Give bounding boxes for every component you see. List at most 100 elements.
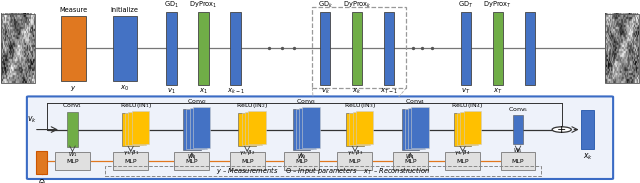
FancyBboxPatch shape (174, 152, 209, 170)
Text: $x_{k-1}$: $x_{k-1}$ (227, 87, 244, 96)
Text: MLP: MLP (456, 159, 469, 164)
Bar (513, 115, 524, 144)
Bar (61, 16, 86, 81)
Bar (463, 111, 481, 144)
Text: ReLU(IN$_2$): ReLU(IN$_2$) (236, 101, 268, 110)
Bar (404, 109, 422, 149)
Bar (239, 113, 256, 146)
Text: $W_2$: $W_2$ (187, 152, 196, 161)
FancyBboxPatch shape (445, 152, 480, 170)
Text: MLP: MLP (349, 159, 361, 164)
Bar (122, 113, 140, 146)
Bar (349, 113, 367, 145)
Bar (198, 12, 209, 85)
Bar (36, 151, 47, 173)
Bar (129, 112, 146, 145)
Bar (186, 109, 204, 149)
Bar (408, 108, 426, 149)
Bar (302, 107, 320, 148)
Text: GD$_k$: GD$_k$ (317, 0, 333, 10)
Text: DyProx$_T$: DyProx$_T$ (483, 0, 513, 10)
Bar (125, 113, 143, 145)
Text: $v_k$: $v_k$ (27, 115, 37, 125)
Text: ReLU(IN$_3$): ReLU(IN$_3$) (344, 101, 376, 110)
Bar (67, 112, 77, 147)
Text: $v_T$: $v_T$ (461, 87, 470, 96)
Bar (582, 110, 595, 149)
FancyBboxPatch shape (230, 152, 265, 170)
Text: ReLU(IN$_4$): ReLU(IN$_4$) (451, 101, 483, 110)
Bar (183, 109, 200, 150)
Text: Initialize: Initialize (111, 7, 139, 13)
Bar (242, 113, 259, 145)
Text: $x_T$: $x_T$ (493, 87, 503, 96)
Text: ReLU(IN$_1$): ReLU(IN$_1$) (120, 101, 152, 110)
Bar (401, 109, 419, 150)
Text: $W_5$: $W_5$ (513, 146, 523, 155)
Text: $W_4$: $W_4$ (405, 152, 415, 161)
Text: $W_1$: $W_1$ (68, 150, 77, 159)
Text: DyProx$_1$: DyProx$_1$ (189, 0, 218, 10)
Bar (193, 107, 210, 148)
Text: MLP: MLP (186, 159, 198, 164)
Text: $x_1$: $x_1$ (199, 87, 208, 96)
Bar (461, 12, 471, 85)
Text: $x_k$: $x_k$ (583, 152, 593, 162)
Bar (299, 108, 317, 149)
Text: DyProx$_k$: DyProx$_k$ (343, 0, 371, 10)
Bar (352, 12, 362, 85)
Text: $\gamma_3, \beta_3$: $\gamma_3, \beta_3$ (347, 148, 363, 157)
FancyBboxPatch shape (337, 152, 372, 170)
Bar (230, 12, 241, 85)
Text: GD$_1$: GD$_1$ (164, 0, 179, 10)
FancyBboxPatch shape (113, 152, 148, 170)
Bar (411, 107, 429, 148)
Text: MLP: MLP (295, 159, 308, 164)
Text: $x_k$: $x_k$ (353, 87, 362, 96)
Text: $\gamma_1, \beta_1$: $\gamma_1, \beta_1$ (123, 148, 139, 157)
Text: $W_3$: $W_3$ (296, 152, 306, 161)
Text: $x_{T-1}$: $x_{T-1}$ (380, 87, 398, 96)
Bar (525, 12, 535, 85)
Text: Conv$_5$: Conv$_5$ (508, 105, 528, 114)
FancyBboxPatch shape (393, 152, 428, 170)
Bar (356, 111, 373, 144)
Text: GD$_T$: GD$_T$ (458, 0, 474, 10)
Text: MLP: MLP (512, 159, 524, 164)
Text: MLP: MLP (404, 159, 417, 164)
FancyBboxPatch shape (284, 152, 319, 170)
Text: Measure: Measure (60, 7, 88, 13)
Bar (346, 113, 364, 146)
Text: $v_k$: $v_k$ (321, 87, 330, 96)
Text: $\gamma_2, \beta_2$: $\gamma_2, \beta_2$ (239, 148, 255, 157)
Text: $y$: $y$ (70, 84, 77, 93)
Bar (292, 109, 310, 150)
Bar (132, 111, 149, 144)
Bar (493, 12, 503, 85)
Bar (248, 111, 266, 144)
Text: MLP: MLP (66, 159, 79, 164)
Bar (384, 12, 394, 85)
Bar (1, 14, 35, 83)
Bar (320, 12, 330, 85)
Bar (605, 14, 639, 83)
Bar (113, 16, 137, 81)
Text: MLP: MLP (124, 159, 137, 164)
Bar (245, 112, 262, 145)
Text: Conv$_4$: Conv$_4$ (405, 97, 425, 106)
Text: $\Theta$: $\Theta$ (38, 177, 45, 183)
Text: $x_0$: $x_0$ (120, 84, 129, 93)
Bar (189, 108, 207, 149)
Text: $y$ – Measurements    $\Theta$ – Input parameters    $x_T$ – Reconstruction: $y$ – Measurements $\Theta$ – Input para… (216, 165, 430, 177)
FancyBboxPatch shape (500, 152, 536, 170)
Bar (454, 113, 472, 146)
Circle shape (552, 127, 572, 132)
Text: $v_1$: $v_1$ (167, 87, 176, 96)
Text: +: + (557, 125, 566, 135)
FancyBboxPatch shape (27, 96, 613, 179)
Text: $\gamma_4, \beta_4$: $\gamma_4, \beta_4$ (454, 148, 471, 157)
Bar (353, 112, 370, 145)
Text: Conv$_2$: Conv$_2$ (186, 97, 207, 106)
FancyBboxPatch shape (55, 152, 90, 170)
Bar (296, 109, 314, 149)
